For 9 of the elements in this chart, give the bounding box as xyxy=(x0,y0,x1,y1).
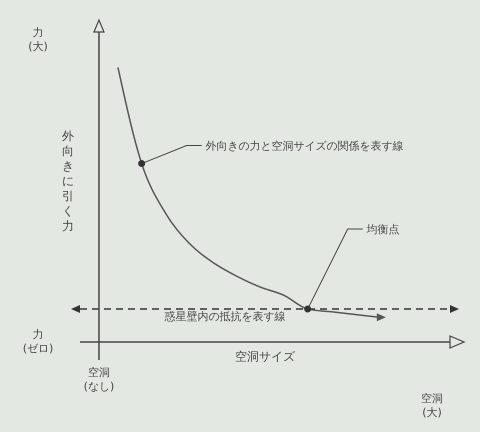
annotation: 均衡点 xyxy=(366,223,400,236)
y-axis-title: 外向きに引く力 xyxy=(62,129,74,233)
annotation: 外向きの力と空洞サイズの関係を表す線 xyxy=(206,140,404,153)
text: 空洞(なし) xyxy=(84,366,114,393)
x-axis-title: 空洞サイズ xyxy=(235,350,296,364)
text: 力(大) xyxy=(28,26,48,53)
ref-line-label: 惑星壁内の抵抗を表す線 xyxy=(164,310,286,324)
text: 力(ゼロ) xyxy=(22,328,54,355)
text: 空洞(大) xyxy=(421,392,443,419)
